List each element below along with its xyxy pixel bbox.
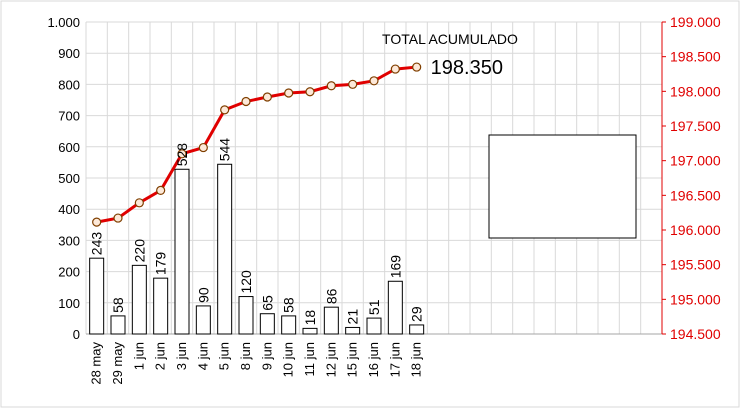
- line-marker: [113, 213, 123, 223]
- y-tick-label: 100: [58, 296, 80, 311]
- line-marker: [390, 64, 400, 74]
- line-marker: [198, 142, 208, 153]
- x-tick-label: 10 jun: [281, 342, 296, 377]
- line-marker: [348, 79, 358, 89]
- bar-value-label: 220: [131, 239, 147, 263]
- bar-value-label: 169: [387, 255, 403, 279]
- bar-value-label: 120: [238, 270, 254, 294]
- bar-value-label: 58: [110, 297, 126, 313]
- x-tick-label: 17 jun: [387, 342, 402, 377]
- y-tick-label: 1.000: [47, 15, 80, 30]
- y-tick-label: 900: [58, 46, 80, 61]
- bar: [110, 315, 126, 335]
- x-tick-label: 4 jun: [195, 342, 210, 370]
- line-marker: [134, 198, 144, 208]
- bar-value-label: 29: [409, 306, 425, 322]
- x-tick-label: 11 jun: [302, 342, 317, 376]
- y-tick-label: 200: [58, 265, 80, 280]
- annotation-box: [488, 134, 637, 239]
- bar: [195, 305, 211, 335]
- x-tick-label: 16 jun: [366, 342, 381, 377]
- y2-tick-label: 196.000: [670, 222, 721, 238]
- bar: [153, 277, 169, 335]
- bar-value-label: 243: [89, 232, 105, 256]
- x-tick-label: 8 jun: [238, 342, 253, 370]
- line-marker: [369, 76, 379, 86]
- bar: [323, 306, 339, 335]
- bar-value-label: 51: [366, 299, 382, 315]
- bar-value-label: 65: [259, 295, 275, 311]
- y-tick-label: 800: [58, 77, 80, 92]
- y2-tick-label: 197.000: [670, 153, 721, 169]
- line-marker: [92, 217, 102, 227]
- line-marker: [262, 92, 272, 102]
- y2-tick-label: 196.500: [670, 187, 721, 203]
- bar: [174, 168, 190, 335]
- bar: [409, 324, 425, 335]
- x-tick-label: 2 jun: [153, 342, 168, 370]
- line-marker: [305, 87, 315, 97]
- bar: [345, 326, 361, 335]
- x-tick-label: 5 jun: [217, 342, 232, 370]
- bar: [131, 264, 147, 335]
- x-tick-label: 12 jun: [323, 342, 338, 377]
- x-tick-label: 1 jun: [131, 342, 146, 370]
- bar: [302, 327, 318, 335]
- bar-value-label: 86: [323, 288, 339, 304]
- bar-value-label: 18: [302, 310, 318, 326]
- x-tick-label: 9 jun: [259, 342, 274, 370]
- bar-value-label: 90: [195, 287, 211, 303]
- bar: [366, 317, 382, 335]
- x-tick-label: 18 jun: [409, 342, 424, 377]
- y2-tick-label: 195.500: [670, 257, 721, 273]
- line-marker: [177, 149, 187, 159]
- y2-tick-label: 197.500: [670, 118, 721, 134]
- y2-tick-label: 199.000: [670, 14, 721, 30]
- bar: [89, 257, 105, 335]
- line-marker: [412, 62, 422, 72]
- bar-value-label: 179: [153, 252, 169, 276]
- y-tick-label: 600: [58, 140, 80, 155]
- bar: [259, 313, 275, 335]
- y2-tick-label: 198.500: [670, 49, 721, 65]
- y2-tick-label: 194.500: [670, 326, 721, 342]
- bar: [238, 296, 254, 335]
- y-tick-label: 400: [58, 202, 80, 217]
- y2-tick-label: 195.000: [670, 291, 721, 307]
- x-tick-label: 28 may: [89, 342, 104, 385]
- bar-value-label: 58: [281, 297, 297, 313]
- bar-value-label: 21: [345, 309, 361, 325]
- line-legend: TOTAL ACUMULADO: [382, 31, 518, 47]
- line-marker: [326, 81, 336, 91]
- x-tick-label: 15 jun: [345, 342, 360, 377]
- x-tick-label: 3 jun: [174, 342, 189, 370]
- x-tick-label: 29 may: [110, 342, 125, 385]
- line-marker: [220, 105, 230, 115]
- line: [96, 65, 417, 224]
- labels: 0 100 200 300 400 500 600 700 800 900 1.000 194.500…: [47, 14, 720, 385]
- bar: [387, 280, 403, 335]
- line-marker: [156, 185, 166, 196]
- y-tick-label: 300: [58, 233, 80, 248]
- y-tick-label: 0: [73, 327, 80, 342]
- y-tick-label: 500: [58, 171, 80, 186]
- y2-tick-label: 198.000: [670, 83, 721, 99]
- bar-value-label: 544: [217, 138, 233, 162]
- line-value-label: 198.350: [431, 57, 503, 79]
- bar-value-label: 528: [174, 143, 190, 167]
- bar: [281, 315, 297, 335]
- line-marker: [241, 96, 251, 107]
- line-marker: [284, 88, 294, 98]
- bar: [217, 163, 233, 335]
- y-tick-label: 700: [58, 109, 80, 124]
- marks: [89, 62, 425, 335]
